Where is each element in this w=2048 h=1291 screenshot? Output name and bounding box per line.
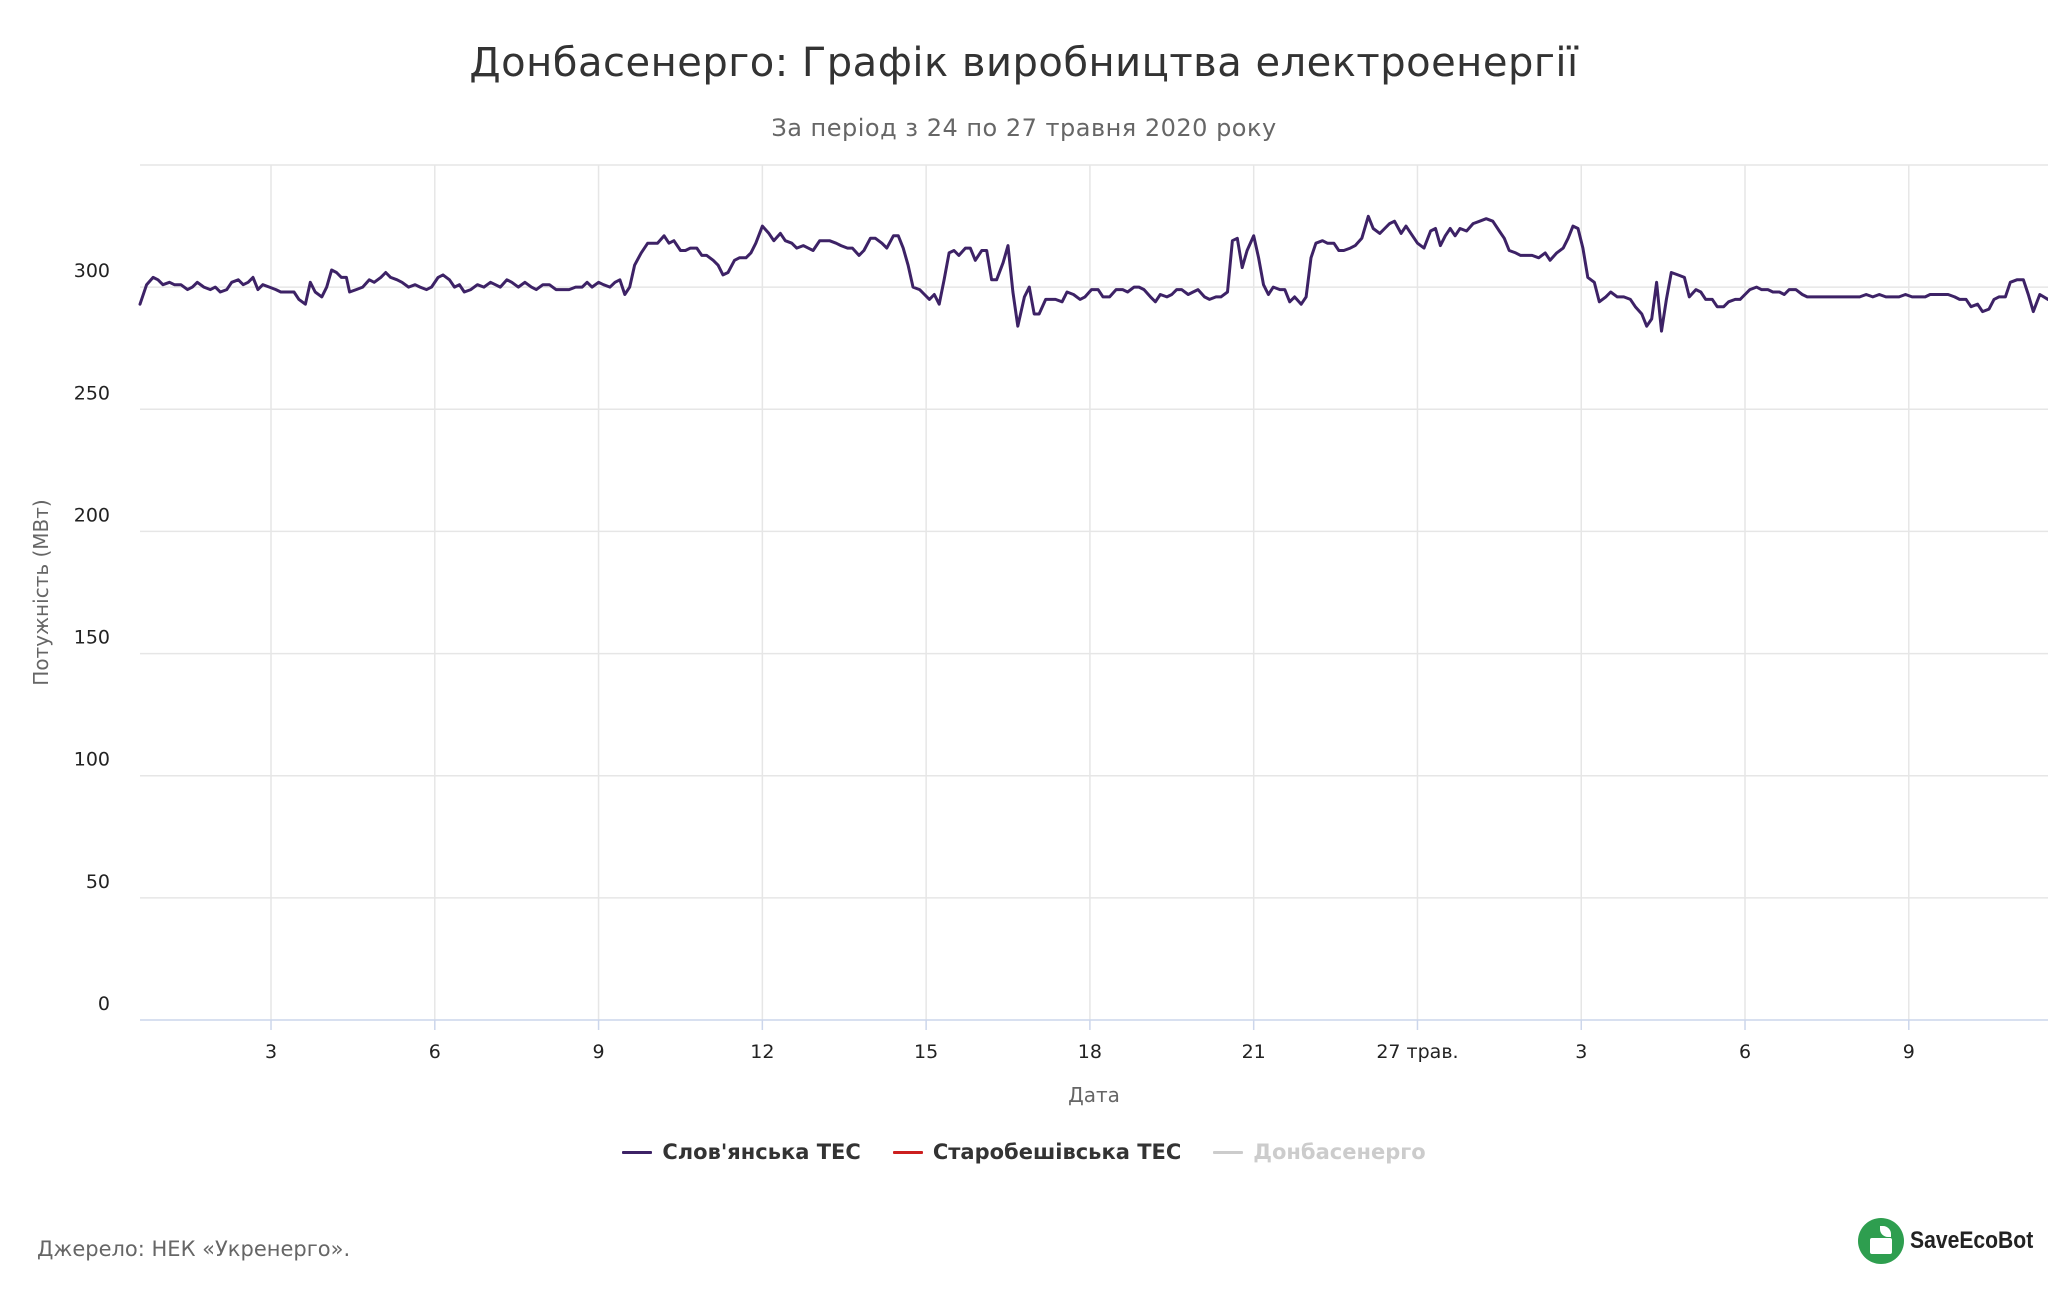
legend-label: Слов'янська ТЕС xyxy=(662,1140,861,1164)
legend-label: Донбасенерго xyxy=(1253,1140,1426,1164)
y-tick-label: 300 xyxy=(74,260,110,282)
chart-legend: Слов'янська ТЕС Старобешівська ТЕС Донба… xyxy=(0,1140,2048,1164)
saveecobot-logo[interactable]: SaveEcoBot xyxy=(1858,1218,2048,1264)
y-tick-label: 0 xyxy=(98,993,110,1015)
chart-subtitle: За період з 24 по 27 травня 2020 року xyxy=(771,114,1277,142)
x-tick-label: 27 трав. xyxy=(1376,1041,1458,1063)
x-tick-label: 3 xyxy=(265,1041,277,1063)
chart-title: Донбасенерго: Графік виробництва електро… xyxy=(469,40,1579,86)
series-line xyxy=(138,214,2048,333)
logo-text: SaveEcoBot xyxy=(1910,1227,2034,1254)
legend-swatch-icon xyxy=(892,1150,923,1154)
x-tick-label: 6 xyxy=(429,1041,441,1063)
x-tick-label: 9 xyxy=(1903,1041,1915,1063)
legend-swatch-icon xyxy=(1213,1150,1244,1154)
legend-item-slovyanska[interactable]: Слов'янська ТЕС xyxy=(622,1140,861,1164)
y-axis-title: Потужність (МВт) xyxy=(29,499,53,685)
y-tick-label: 50 xyxy=(86,871,110,893)
legend-label: Старобешівська ТЕС xyxy=(932,1140,1182,1164)
legend-swatch-icon xyxy=(622,1150,653,1154)
factory-leaf-icon xyxy=(1858,1218,1904,1264)
y-tick-label: 100 xyxy=(74,749,110,771)
x-tick-label: 3 xyxy=(1575,1041,1587,1063)
x-tick-label: 9 xyxy=(593,1041,605,1063)
x-axis-title: Дата xyxy=(1068,1083,1120,1107)
y-tick-label: 150 xyxy=(74,627,110,649)
x-tick-label: 6 xyxy=(1739,1041,1751,1063)
x-tick-label: 12 xyxy=(750,1041,774,1063)
legend-item-donbasenergo[interactable]: Донбасенерго xyxy=(1213,1140,1426,1164)
credits-text: Джерело: НЕК «Укренерго». xyxy=(37,1237,351,1261)
x-tick-label: 15 xyxy=(914,1041,938,1063)
y-tick-label: 250 xyxy=(74,382,110,404)
y-tick-label: 200 xyxy=(74,504,110,526)
x-tick-label: 18 xyxy=(1078,1041,1102,1063)
x-tick-label: 21 xyxy=(1242,1041,1266,1063)
legend-item-starobeshivska[interactable]: Старобешівська ТЕС xyxy=(892,1140,1182,1164)
